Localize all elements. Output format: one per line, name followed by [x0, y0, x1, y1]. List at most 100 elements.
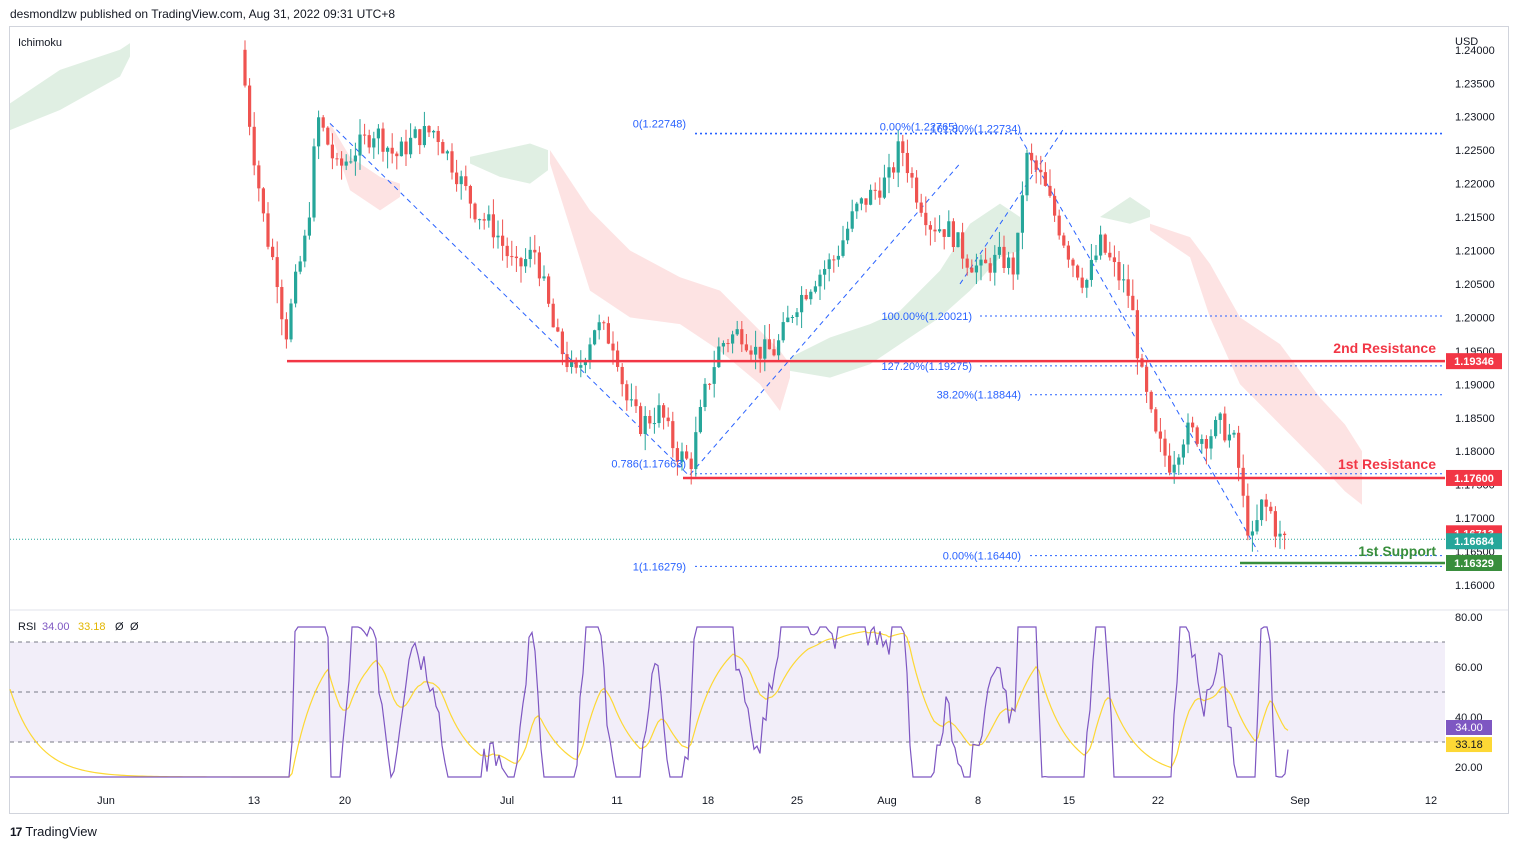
- cloud-segment-3: [550, 150, 760, 385]
- fib-label-0786: 0.786(1.17663): [611, 459, 686, 471]
- candle: [956, 232, 960, 248]
- candle: [910, 167, 914, 189]
- candle: [721, 340, 725, 355]
- candle: [1126, 264, 1130, 308]
- candle: [491, 199, 495, 249]
- candle: [560, 328, 564, 366]
- candle: [280, 279, 284, 336]
- candle: [243, 40, 247, 88]
- date-tick: 11: [611, 795, 622, 807]
- candle: [519, 256, 523, 283]
- rsi-legend: RSI 34.00 33.18 Ø Ø: [18, 621, 139, 633]
- badge-first-support: [1446, 554, 1502, 571]
- candle: [997, 231, 1001, 259]
- candle: [1094, 244, 1098, 263]
- candle: [436, 126, 440, 156]
- candle: [1007, 251, 1011, 275]
- candle: [873, 182, 877, 200]
- candle: [418, 128, 422, 155]
- candle: [795, 307, 799, 326]
- candle: [1223, 406, 1227, 443]
- candle: [321, 115, 325, 132]
- candle: [284, 312, 288, 349]
- fib-ext-100: 100.00%(1.20021): [881, 311, 972, 323]
- candle: [965, 254, 969, 276]
- date-tick: 8: [975, 795, 981, 807]
- candle: [1163, 429, 1167, 467]
- badge-second-resistance-text: 1.19346: [1454, 356, 1494, 368]
- candle: [689, 452, 693, 485]
- candle: [372, 131, 376, 159]
- date-tick: 15: [1063, 795, 1075, 807]
- cloud-segment-2: [470, 143, 548, 184]
- candle: [367, 129, 371, 154]
- first-support-label: 1st Support: [1358, 543, 1436, 559]
- candle: [1227, 423, 1231, 448]
- candle: [1195, 425, 1199, 447]
- candle: [1255, 504, 1259, 535]
- candle: [482, 212, 486, 230]
- candle: [464, 165, 468, 191]
- rsi-label: RSI: [18, 621, 36, 633]
- rsi-tick: 80.00: [1455, 612, 1483, 624]
- candle: [841, 225, 845, 258]
- candle: [473, 202, 477, 223]
- candle: [1168, 443, 1172, 476]
- cloud-segment-6: [1100, 196, 1150, 224]
- rsi-tick: 20.00: [1455, 762, 1483, 774]
- candle: [1071, 257, 1075, 278]
- candle: [1260, 499, 1264, 526]
- candle: [712, 350, 716, 398]
- date-tick: 20: [339, 795, 351, 807]
- candle: [680, 442, 684, 471]
- price-badges: 1.19346 1.17600 1.16713 1.16684 1.16329 …: [1446, 353, 1502, 753]
- candle: [1122, 264, 1126, 293]
- candle: [413, 126, 417, 139]
- candle: [740, 321, 744, 353]
- fib-ext-1272: 127.20%(1.19275): [881, 361, 972, 373]
- date-tick: 18: [702, 795, 714, 807]
- candle: [1154, 407, 1158, 434]
- price-tick: 1.16000: [1455, 580, 1495, 592]
- candle: [758, 346, 762, 373]
- candle: [786, 305, 790, 323]
- candle: [703, 378, 707, 412]
- candle: [1053, 188, 1057, 222]
- candle: [409, 123, 413, 159]
- candle: [271, 238, 275, 261]
- candle: [326, 126, 330, 146]
- candle: [390, 133, 394, 164]
- price-tick: 1.21500: [1455, 212, 1495, 224]
- candle: [772, 338, 776, 357]
- candle: [1149, 390, 1153, 413]
- candle: [275, 241, 279, 304]
- candle: [404, 129, 408, 166]
- candle: [432, 129, 436, 139]
- candle: [915, 170, 919, 209]
- candle: [767, 323, 771, 350]
- axes: 1.24000 1.23500 1.23000 1.22500 1.22000 1.215…: [10, 45, 1508, 807]
- candle: [970, 259, 974, 273]
- candle: [445, 149, 449, 161]
- candle: [1177, 454, 1181, 476]
- candle: [763, 325, 767, 372]
- candle: [864, 198, 868, 213]
- cloud-segment-5: [790, 203, 1020, 378]
- date-tick: 12: [1425, 795, 1437, 807]
- candle: [1250, 520, 1254, 552]
- candle: [261, 187, 265, 222]
- fib-diagonal-3: [1019, 136, 1259, 552]
- candle: [652, 407, 656, 434]
- candle: [496, 220, 500, 249]
- candle: [1218, 412, 1222, 434]
- candle: [588, 337, 592, 370]
- footer-brand[interactable]: 17 TradingView: [10, 824, 97, 839]
- badge-rsi-text: 34.00: [1455, 722, 1483, 734]
- candle: [1204, 435, 1208, 465]
- candle: [924, 196, 928, 236]
- candle: [363, 123, 367, 145]
- candle: [381, 122, 385, 162]
- rsi-value-legend: 34.00: [42, 621, 70, 633]
- price-tick: 1.18500: [1455, 413, 1495, 425]
